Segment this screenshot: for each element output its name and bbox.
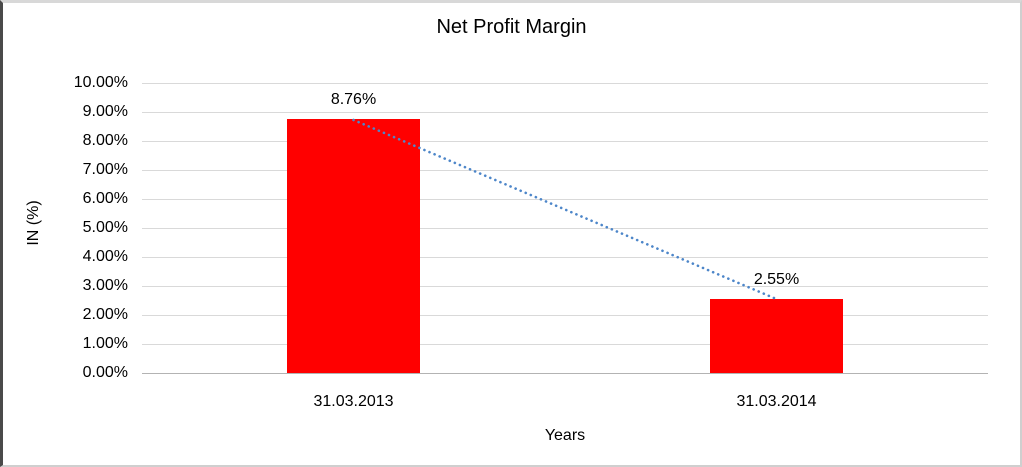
bar-31.03.2013 (287, 118, 420, 373)
y-gridline (142, 141, 988, 142)
y-gridline (142, 170, 988, 171)
y-tick-label: 4.00% (82, 248, 128, 265)
y-tick-label: 5.00% (82, 219, 128, 236)
y-gridline (142, 344, 988, 345)
y-tick-label: 1.00% (82, 335, 128, 352)
x-axis-title: Years (544, 427, 586, 444)
y-gridline (142, 228, 988, 229)
bar-data-label: 2.55% (753, 271, 800, 289)
y-tick-label: 7.00% (82, 161, 128, 178)
y-tick-label: 8.00% (82, 132, 128, 149)
x-axis-line (142, 373, 988, 374)
y-gridline (142, 315, 988, 316)
category-label: 31.03.2013 (313, 393, 394, 410)
y-tick-label: 6.00% (82, 190, 128, 207)
y-tick-label: 10.00% (73, 74, 128, 91)
y-gridline (142, 286, 988, 287)
y-tick-label: 3.00% (82, 277, 128, 294)
y-gridline (142, 112, 988, 113)
y-tick-label: 9.00% (82, 103, 128, 120)
y-tick-label: 0.00% (82, 364, 128, 381)
bar-data-label: 8.76% (330, 90, 377, 108)
y-gridline (142, 199, 988, 200)
category-label: 31.03.2014 (736, 393, 817, 410)
y-gridline (142, 83, 988, 84)
bar-31.03.2014 (710, 299, 843, 373)
y-gridline (142, 257, 988, 258)
chart-title: Net Profit Margin (436, 16, 587, 38)
trendline-dotted (352, 118, 778, 301)
y-tick-label: 2.00% (82, 306, 128, 323)
